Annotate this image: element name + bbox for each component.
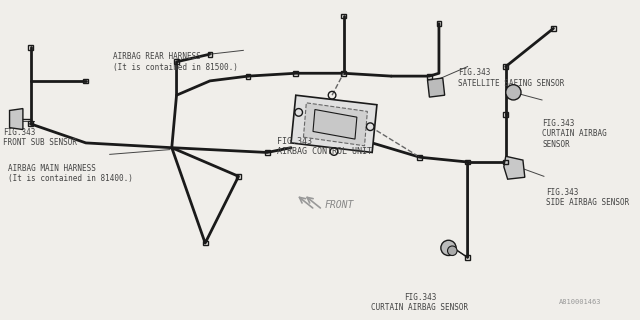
Text: FIG.343
CURTAIN AIRBAG SENSOR: FIG.343 CURTAIN AIRBAG SENSOR [371,293,468,312]
Circle shape [441,240,456,255]
Polygon shape [303,103,367,146]
Polygon shape [313,109,357,139]
Text: FRONT: FRONT [324,200,354,210]
Text: FIG.343
AIRBAG CONTROL UNIT: FIG.343 AIRBAG CONTROL UNIT [276,137,372,156]
Text: AIRBAG MAIN HARNESS
(It is contained in 81400.): AIRBAG MAIN HARNESS (It is contained in … [8,164,132,183]
Polygon shape [10,108,23,130]
Polygon shape [504,156,525,179]
Text: AIRBAG REAR HARNESS
(It is contained in 81500.): AIRBAG REAR HARNESS (It is contained in … [113,52,237,72]
Circle shape [447,246,457,255]
Polygon shape [291,95,377,152]
Text: A810001463: A810001463 [559,299,601,305]
Text: FIG.343
SATELLITE SAFING SENSOR: FIG.343 SATELLITE SAFING SENSOR [458,68,564,88]
Circle shape [506,85,521,100]
Text: FIG.343
FRONT SUB SENSOR: FIG.343 FRONT SUB SENSOR [3,128,77,147]
Text: FIG.343
SIDE AIRBAG SENSOR: FIG.343 SIDE AIRBAG SENSOR [546,188,629,207]
Polygon shape [428,78,445,97]
Text: FIG.343
CURTAIN AIRBAG
SENSOR: FIG.343 CURTAIN AIRBAG SENSOR [542,119,607,149]
